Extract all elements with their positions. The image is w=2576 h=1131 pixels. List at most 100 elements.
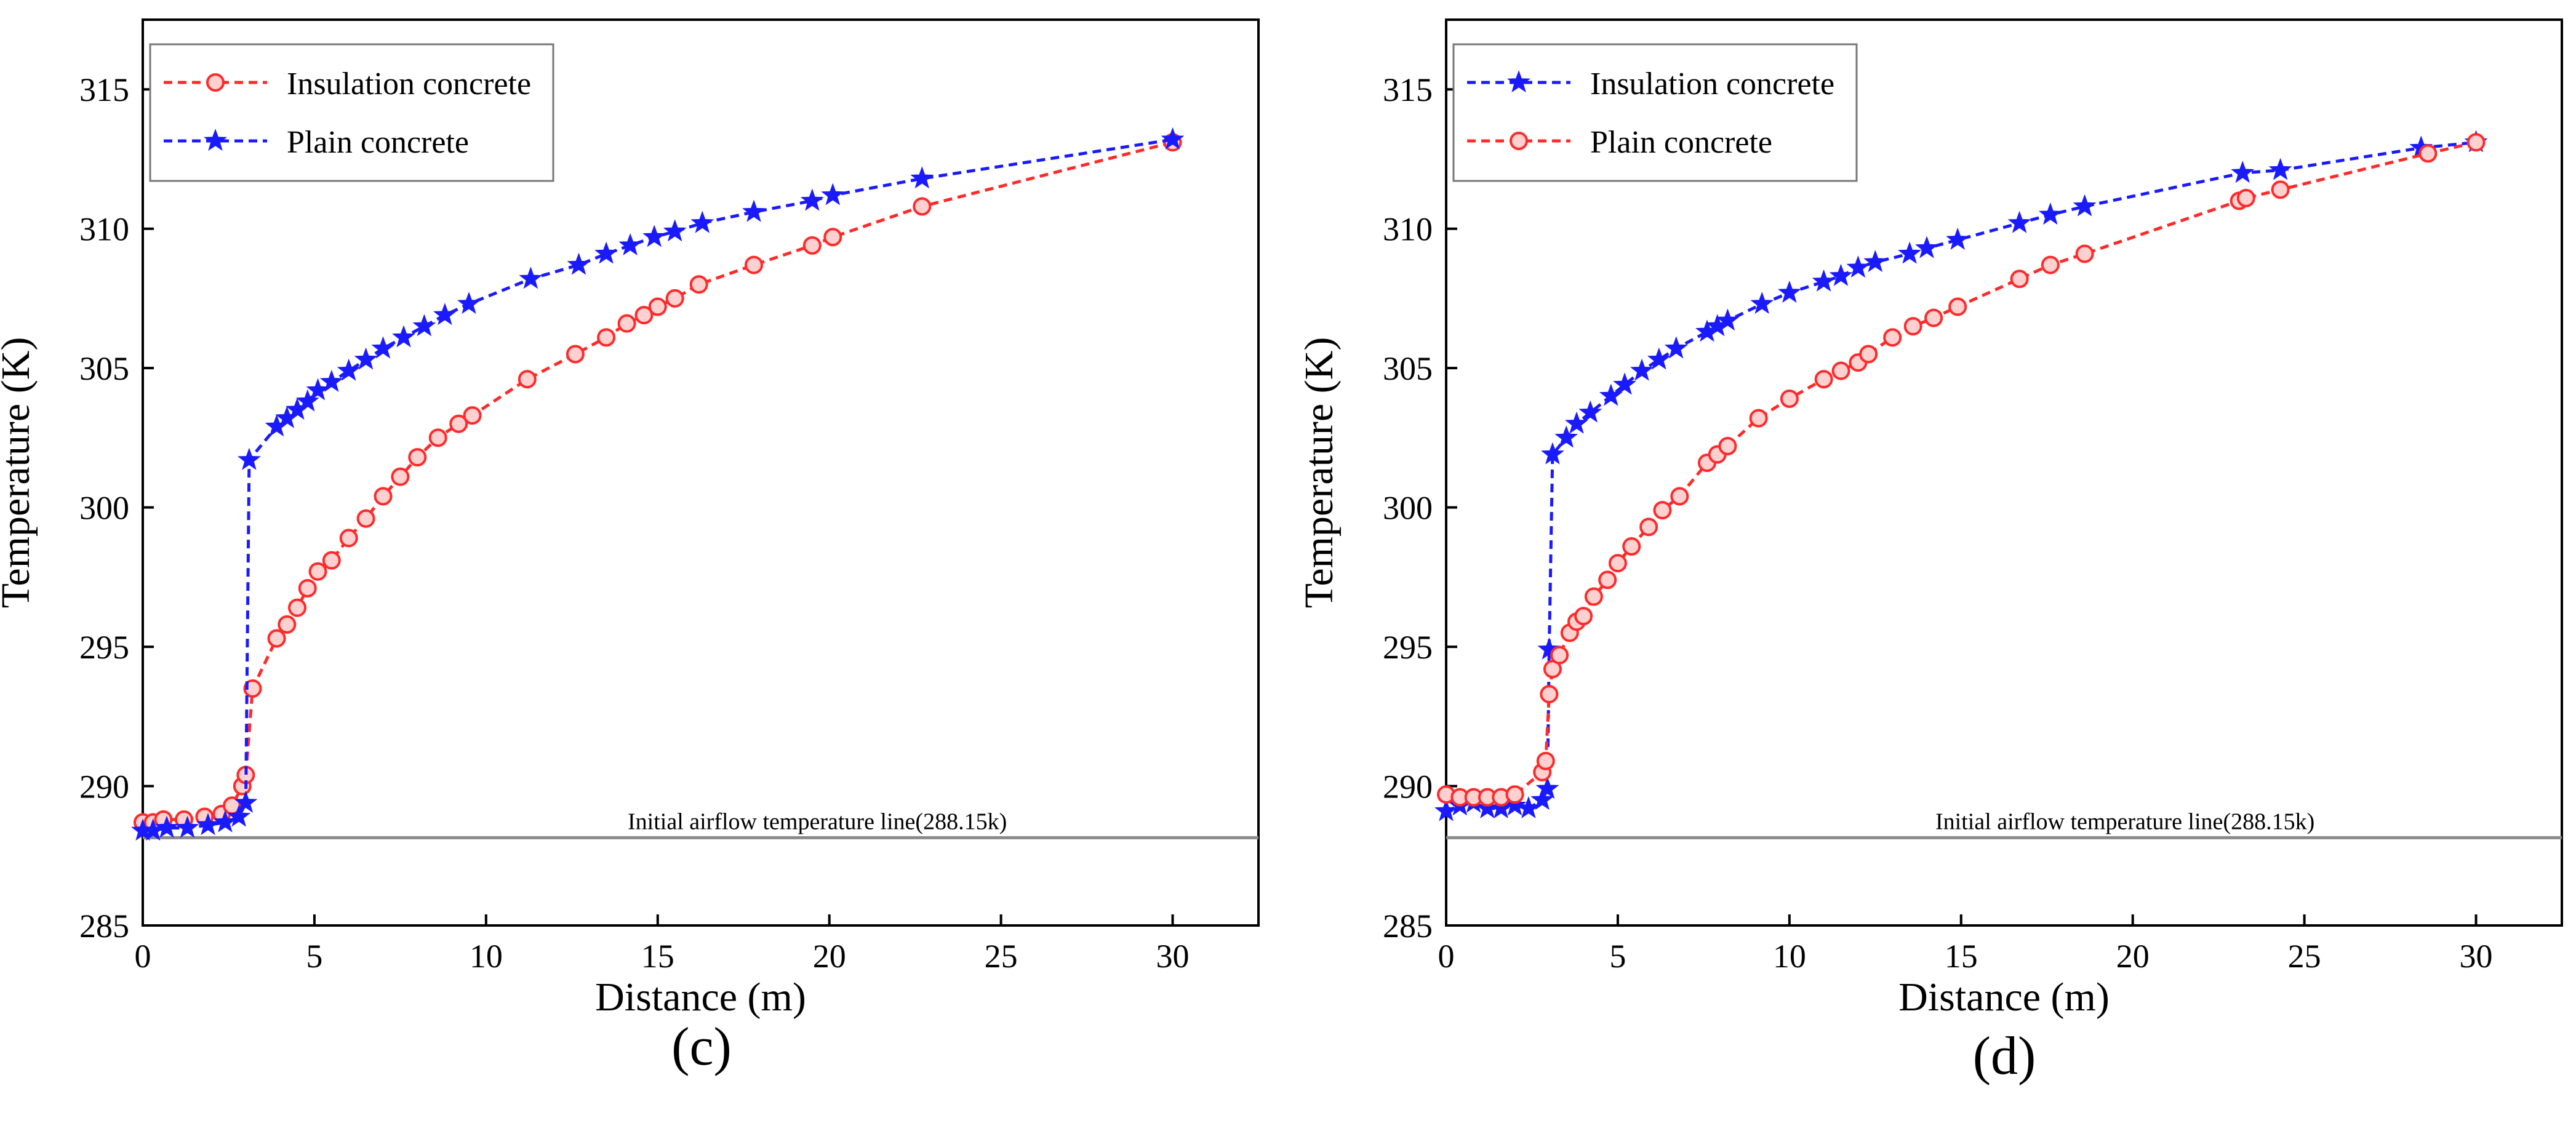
data-point <box>910 166 934 189</box>
x-tick-label: 0 <box>135 938 151 975</box>
data-point <box>2271 180 2290 199</box>
data-point <box>1584 587 1603 606</box>
data-point <box>308 562 327 581</box>
data-point <box>1537 637 1561 660</box>
legend-label: Insulation concrete <box>287 66 531 102</box>
reference-line-label: Initial airflow temperature line(288.15k… <box>1935 809 2314 834</box>
data-point <box>238 447 261 470</box>
x-tick-label: 20 <box>813 938 846 975</box>
x-tick-label: 30 <box>2460 938 2493 975</box>
y-tick-label: 295 <box>1383 629 1433 666</box>
data-point <box>1161 127 1185 150</box>
x-tick-label: 5 <box>306 938 322 975</box>
panel-label: (d) <box>1973 1026 2036 1086</box>
data-point <box>1516 796 1540 818</box>
data-point <box>2010 270 2029 289</box>
data-point <box>1883 328 1902 347</box>
y-tick-label: 285 <box>79 908 129 945</box>
data-point <box>1599 383 1623 406</box>
data-point <box>392 325 415 348</box>
data-point <box>1948 297 1967 316</box>
data-point <box>690 210 714 233</box>
y-tick-label: 315 <box>79 71 129 108</box>
data-point <box>288 598 307 617</box>
data-point <box>319 369 343 392</box>
data-point <box>1565 411 1588 434</box>
legend-box <box>149 43 554 182</box>
data-point <box>412 314 436 337</box>
data-point <box>1812 269 1836 292</box>
data-point <box>356 509 375 528</box>
data-point <box>1613 372 1636 395</box>
panel-label: (c) <box>671 1017 732 1077</box>
x-tick-label: 30 <box>1156 938 1190 975</box>
data-point <box>913 197 932 216</box>
data-point <box>800 188 824 211</box>
plot-frame <box>142 18 1260 927</box>
x-tick-label: 15 <box>641 938 674 975</box>
data-point <box>1540 685 1559 704</box>
data-point <box>374 487 393 506</box>
data-point <box>463 406 482 425</box>
x-axis-label: Distance (m) <box>595 975 806 1020</box>
data-point <box>594 241 618 264</box>
data-point <box>689 275 708 294</box>
data-point <box>408 448 427 467</box>
data-point <box>567 252 591 275</box>
data-point <box>2236 188 2255 207</box>
data-point <box>1863 250 1887 273</box>
data-point <box>1536 751 1555 770</box>
data-point <box>306 378 330 401</box>
data-point <box>1535 777 1559 799</box>
data-point <box>278 615 297 634</box>
data-point <box>1831 361 1850 380</box>
data-point <box>322 551 341 570</box>
panel-d: 0 5 10 15 20 25 30 285 290 295 300 305 310 315 Distanc… <box>1297 18 2563 1086</box>
y-tick-label: 305 <box>79 350 129 387</box>
y-tick-label: 300 <box>79 490 129 527</box>
legend-label: Plain concrete <box>287 125 469 160</box>
data-point <box>1647 347 1671 370</box>
data-point <box>2231 161 2255 183</box>
data-point <box>1598 570 1617 589</box>
data-point <box>1505 785 1524 804</box>
data-point <box>1630 358 1654 381</box>
data-point <box>665 289 684 308</box>
data-point <box>1622 537 1641 556</box>
y-axis-label: Temperature (K) <box>1297 337 1342 609</box>
data-point <box>642 225 666 247</box>
x-tick-label: 15 <box>1945 938 1978 975</box>
data-point <box>2038 202 2062 225</box>
data-point <box>821 183 845 206</box>
plot-frame <box>1445 18 2563 927</box>
x-axis-label: Distance (m) <box>1898 975 2110 1020</box>
y-tick-label: 285 <box>1383 908 1433 945</box>
data-point <box>823 228 842 247</box>
data-point <box>1574 607 1593 626</box>
data-point <box>1608 554 1627 573</box>
data-point <box>1915 236 1938 258</box>
data-point <box>2268 158 2292 180</box>
data-point <box>1639 518 1658 537</box>
data-point <box>1903 317 1922 336</box>
data-point <box>354 347 378 370</box>
data-point <box>1434 799 1458 821</box>
legend-label: Insulation concrete <box>1590 66 1834 102</box>
legend-marker <box>1507 70 1530 93</box>
x-tick-label: 25 <box>2288 938 2321 975</box>
data-point <box>519 266 543 289</box>
data-point <box>433 303 457 326</box>
data-point <box>2073 194 2097 217</box>
x-tick-label: 5 <box>1609 938 1626 975</box>
data-point <box>175 815 199 838</box>
panel-c: 0 5 10 15 20 25 30 285 290 295 300 305 310 315 Distanc… <box>0 18 1260 1077</box>
data-point <box>243 679 262 698</box>
data-point <box>2075 244 2094 263</box>
data-point <box>155 815 178 838</box>
data-point <box>648 297 667 316</box>
data-point <box>457 292 481 314</box>
data-point <box>1846 255 1870 278</box>
data-point <box>1664 336 1688 359</box>
